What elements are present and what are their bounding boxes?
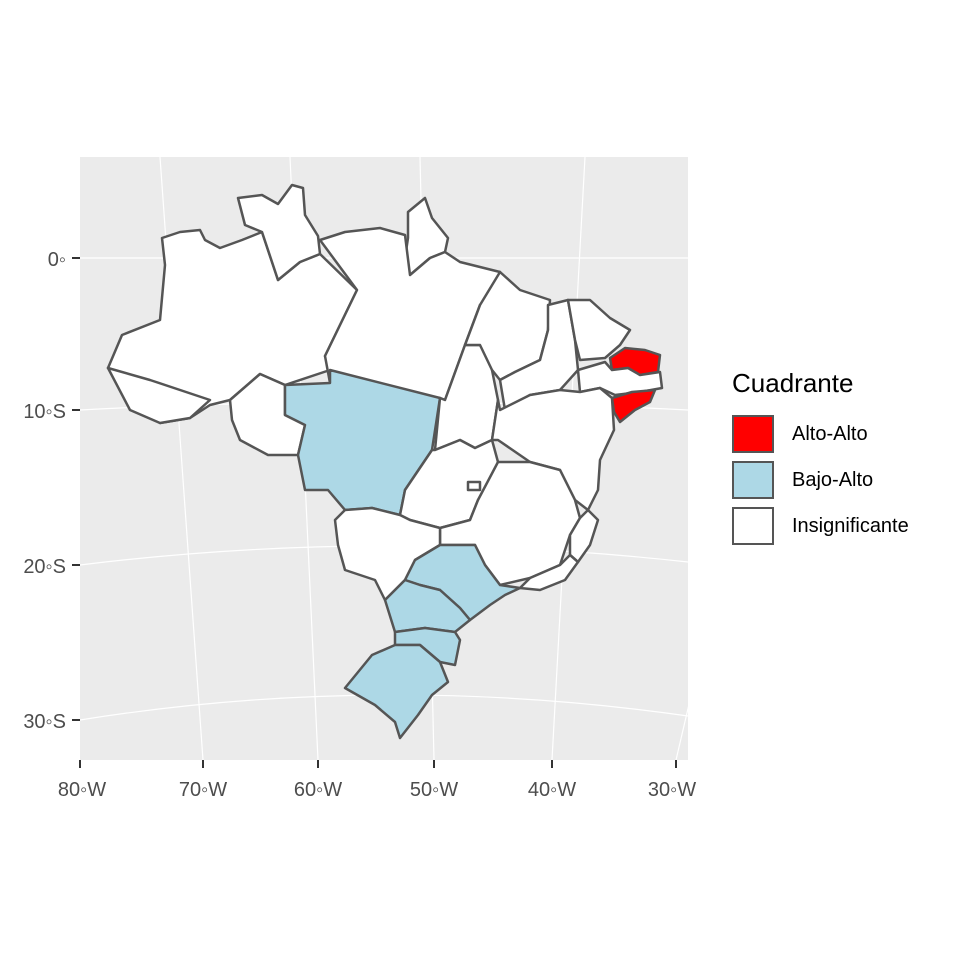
y-tick-label-0: 0◦ <box>48 249 66 271</box>
x-tick-label-1: 70◦W <box>179 779 227 801</box>
legend-key-insignificante <box>732 507 774 545</box>
legend-label-bajo-alto: Bajo-Alto <box>792 468 874 491</box>
legend: Cuadrante Alto-Alto Bajo-Alto Insignific… <box>732 368 909 549</box>
graticule-lon-30 <box>675 699 691 761</box>
y-tick-label-2: 20◦S <box>23 556 66 578</box>
y-tick-label-1: 10◦S <box>23 401 66 423</box>
legend-label-insignificante: Insignificante <box>792 514 909 537</box>
state-espirito-santo <box>568 508 600 564</box>
state-acre <box>106 366 212 425</box>
legend-key-bajo-alto <box>732 461 774 499</box>
legend-title: Cuadrante <box>732 368 854 398</box>
legend-item-bajo-alto: Bajo-Alto <box>732 457 909 503</box>
x-tick-label-4: 40◦W <box>528 779 576 801</box>
state-roraima <box>236 183 322 282</box>
legend-label-alto-alto: Alto-Alto <box>792 422 868 445</box>
x-tick-label-0: 80◦W <box>58 779 106 801</box>
state-bahia <box>490 386 616 512</box>
x-tick-label-5: 30◦W <box>648 779 696 801</box>
legend-key-alto-alto <box>732 415 774 453</box>
state-distrito-federal <box>466 480 482 492</box>
legend-item-insignificante: Insignificante <box>732 503 909 549</box>
state-rio-de-janeiro <box>518 553 580 592</box>
state-ceara <box>566 298 632 362</box>
state-alagoas <box>610 388 657 424</box>
axis-ticks <box>72 257 677 768</box>
states <box>106 183 664 740</box>
y-tick-label-3: 30◦S <box>23 711 66 733</box>
x-tick-label-3: 50◦W <box>410 779 458 801</box>
x-tick-label-2: 60◦W <box>294 779 342 801</box>
legend-item-alto-alto: Alto-Alto <box>732 411 909 457</box>
state-rio-grande-do-sul <box>343 643 450 740</box>
